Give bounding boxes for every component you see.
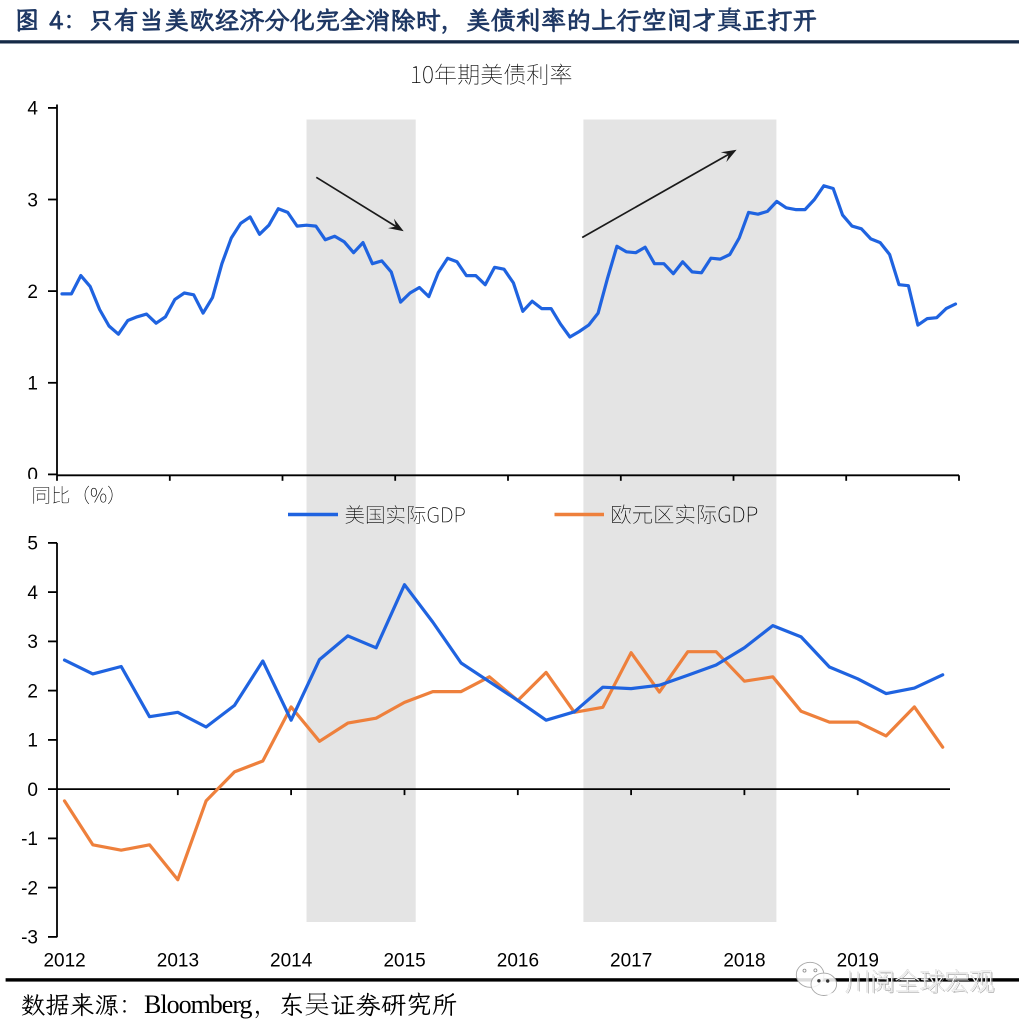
- svg-text:2019: 2019: [837, 951, 879, 972]
- svg-text:-1: -1: [21, 829, 38, 850]
- svg-text:2017: 2017: [610, 951, 652, 972]
- svg-text:1: 1: [27, 731, 38, 752]
- svg-text:2015: 2015: [383, 951, 425, 972]
- svg-text:3: 3: [27, 632, 38, 653]
- svg-text:1: 1: [27, 374, 38, 395]
- svg-text:5: 5: [27, 534, 38, 555]
- svg-text:2013: 2013: [157, 951, 199, 972]
- svg-text:2016: 2016: [497, 951, 539, 972]
- svg-text:2014: 2014: [270, 951, 313, 972]
- svg-text:4: 4: [27, 583, 38, 604]
- svg-text:3: 3: [27, 190, 38, 211]
- svg-text:0: 0: [27, 780, 38, 801]
- svg-text:-3: -3: [21, 928, 38, 949]
- svg-text:2: 2: [27, 681, 38, 702]
- svg-text:2018: 2018: [723, 951, 765, 972]
- svg-text:Bloomberg: Bloomberg: [144, 990, 253, 1019]
- svg-text:2: 2: [27, 282, 38, 303]
- svg-text:0: 0: [27, 465, 38, 486]
- svg-text:4: 4: [27, 99, 38, 120]
- svg-text:-2: -2: [21, 878, 38, 899]
- svg-text:2012: 2012: [43, 951, 85, 972]
